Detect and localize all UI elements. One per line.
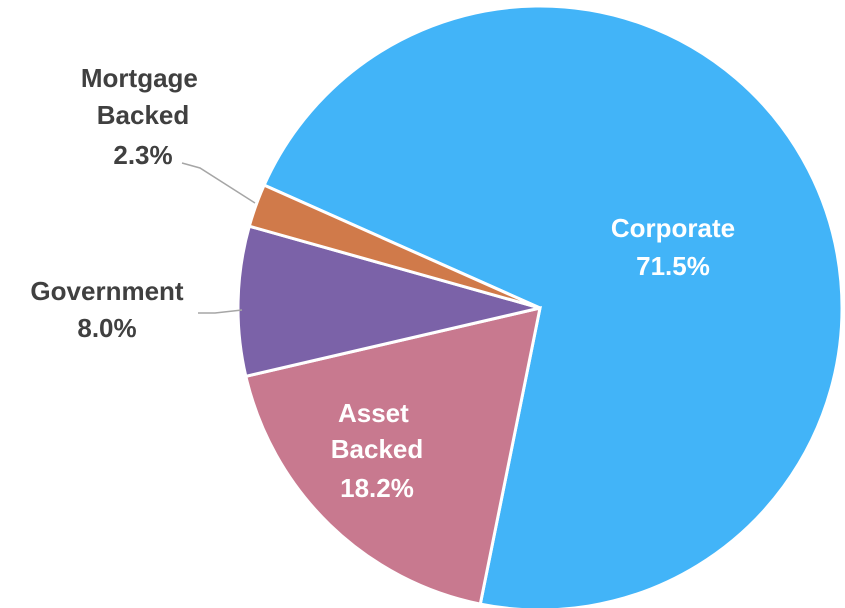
- value-label: 18.2%: [340, 473, 414, 503]
- label-line: Mortgage: [81, 63, 205, 93]
- pie-slice: [236, 224, 541, 379]
- pie-slice: [262, 4, 844, 608]
- slice-label: Asset Backed: [331, 398, 424, 464]
- pie-slice: [247, 183, 541, 310]
- slice-label: Corporate: [611, 213, 735, 243]
- value-label: 8.0%: [77, 313, 136, 343]
- label-line: Backed: [331, 434, 424, 464]
- label-line: Asset: [338, 398, 416, 428]
- slice-label: Mortgage Backed: [81, 63, 205, 130]
- pie-slice: [244, 306, 542, 606]
- label-line: Backed: [97, 100, 190, 130]
- leader-line: [181, 162, 256, 204]
- value-label: 2.3%: [113, 140, 172, 170]
- slice-label: Government: [30, 276, 183, 306]
- value-label: 71.5%: [636, 251, 710, 281]
- leader-line: [198, 309, 243, 314]
